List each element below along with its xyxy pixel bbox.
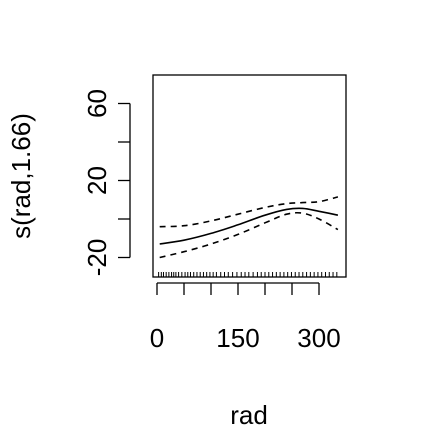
confidence-band-lower	[160, 213, 338, 258]
y-tick-label: 60	[82, 89, 112, 118]
x-tick-label: 150	[216, 323, 259, 353]
y-tick-label: -20	[82, 239, 112, 277]
y-axis: -20 20 60	[82, 89, 130, 276]
x-axis-title: rad	[230, 400, 268, 430]
x-axis: 0 150 300	[150, 283, 341, 353]
y-tick-label: 20	[82, 166, 112, 195]
series-lines	[160, 197, 338, 258]
confidence-band-upper	[160, 197, 338, 227]
rug-marks	[159, 272, 337, 277]
y-axis-title: s(rad,1.66)	[6, 113, 36, 239]
plot-area-box	[153, 75, 346, 277]
x-tick-label: 300	[297, 323, 340, 353]
x-tick-label: 0	[150, 323, 164, 353]
